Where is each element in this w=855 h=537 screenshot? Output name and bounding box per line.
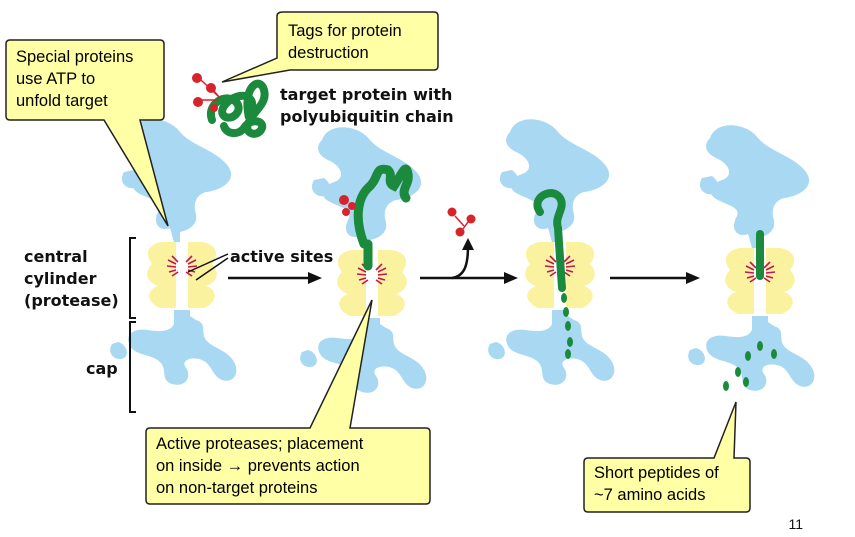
proteasome-stage-4: [688, 125, 815, 391]
callout-proteases: [145, 299, 431, 505]
cap-bracket: [129, 321, 136, 413]
target-protein-free: [192, 73, 269, 138]
released-ubiquitin: [447, 207, 476, 237]
callout-atp: [5, 39, 169, 227]
proteasome-stage-3: [488, 119, 615, 385]
proteasome-stage-2: [300, 127, 427, 393]
callout-tags-text: Tags for protein destruction: [288, 22, 402, 62]
active-sites-pointers: [187, 253, 229, 281]
target-protein-label: target protein with polyubiquitin chain: [280, 85, 454, 126]
callout-tags: [221, 11, 439, 83]
arrow-1: [228, 272, 322, 284]
cap-label: cap: [86, 359, 118, 378]
proteasome-stage-1: [110, 119, 237, 385]
arrow-3: [610, 272, 700, 284]
callout-proteases-text: Active proteases; placement on inside → …: [156, 435, 364, 497]
callout-peptides-text: Short peptides of ~7 amino acids: [594, 464, 719, 504]
cylinder-bracket: [129, 237, 136, 319]
central-cylinder-label: central cylinder (protease): [24, 247, 119, 310]
callout-peptides: [583, 401, 751, 513]
arrow-2: [420, 238, 518, 284]
callout-atp-text: Special proteins use ATP to unfold targe…: [16, 48, 134, 110]
active-sites-label: active sites: [230, 247, 334, 266]
slide-number: 11: [788, 516, 803, 532]
